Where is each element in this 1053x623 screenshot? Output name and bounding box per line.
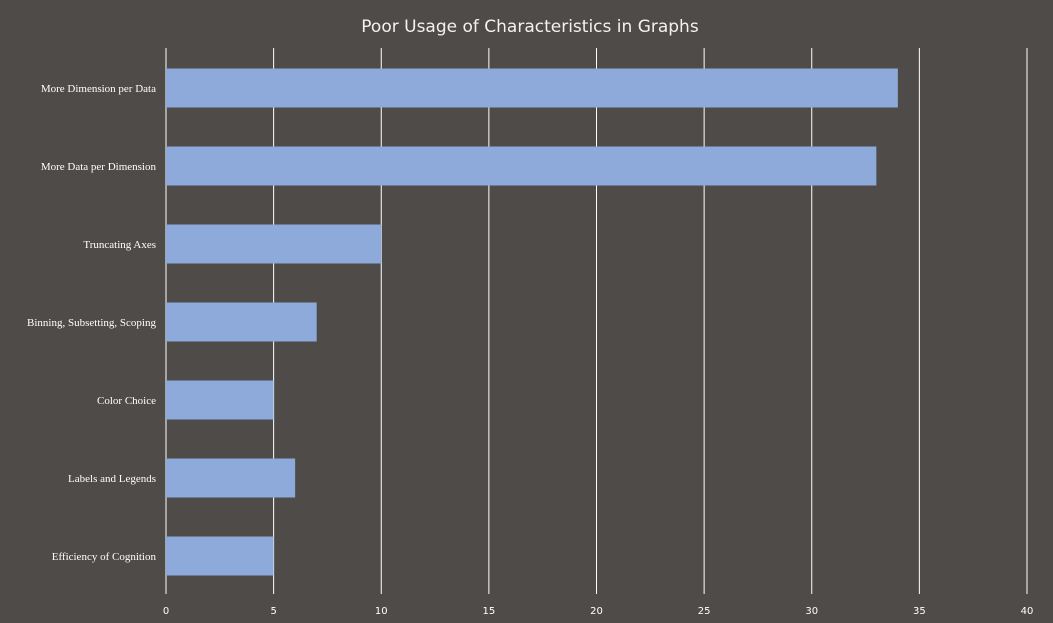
bar xyxy=(166,146,877,186)
category-label: More Dimension per Data xyxy=(41,83,156,95)
category-labels: More Dimension per Data More Data per Dim… xyxy=(27,83,156,563)
x-tick-label: 10 xyxy=(375,606,388,617)
chart-title: Poor Usage of Characteristics in Graphs xyxy=(361,17,699,37)
category-label: Binning, Subsetting, Scoping xyxy=(27,317,156,329)
x-tick-label: 5 xyxy=(270,606,276,617)
bar xyxy=(166,380,274,420)
category-label: Truncating Axes xyxy=(83,239,156,251)
x-tick-label: 15 xyxy=(483,606,496,617)
bar xyxy=(166,458,296,498)
bar-layer xyxy=(166,68,898,576)
bar xyxy=(166,302,317,342)
x-tick-label: 40 xyxy=(1021,606,1034,617)
bar xyxy=(166,536,274,576)
x-tick-label: 30 xyxy=(805,606,818,617)
bar xyxy=(166,68,898,108)
category-label: Labels and Legends xyxy=(68,473,156,485)
category-label: More Data per Dimension xyxy=(41,161,157,173)
category-label: Color Choice xyxy=(97,395,156,407)
x-tick-label: 0 xyxy=(163,606,169,617)
x-tick-label: 25 xyxy=(698,606,711,617)
x-axis-ticks: 0 5 10 15 20 25 30 35 40 xyxy=(163,606,1034,617)
x-tick-label: 20 xyxy=(590,606,603,617)
bar xyxy=(166,224,382,264)
category-label: Efficiency of Cognition xyxy=(52,551,157,563)
x-tick-label: 35 xyxy=(913,606,926,617)
